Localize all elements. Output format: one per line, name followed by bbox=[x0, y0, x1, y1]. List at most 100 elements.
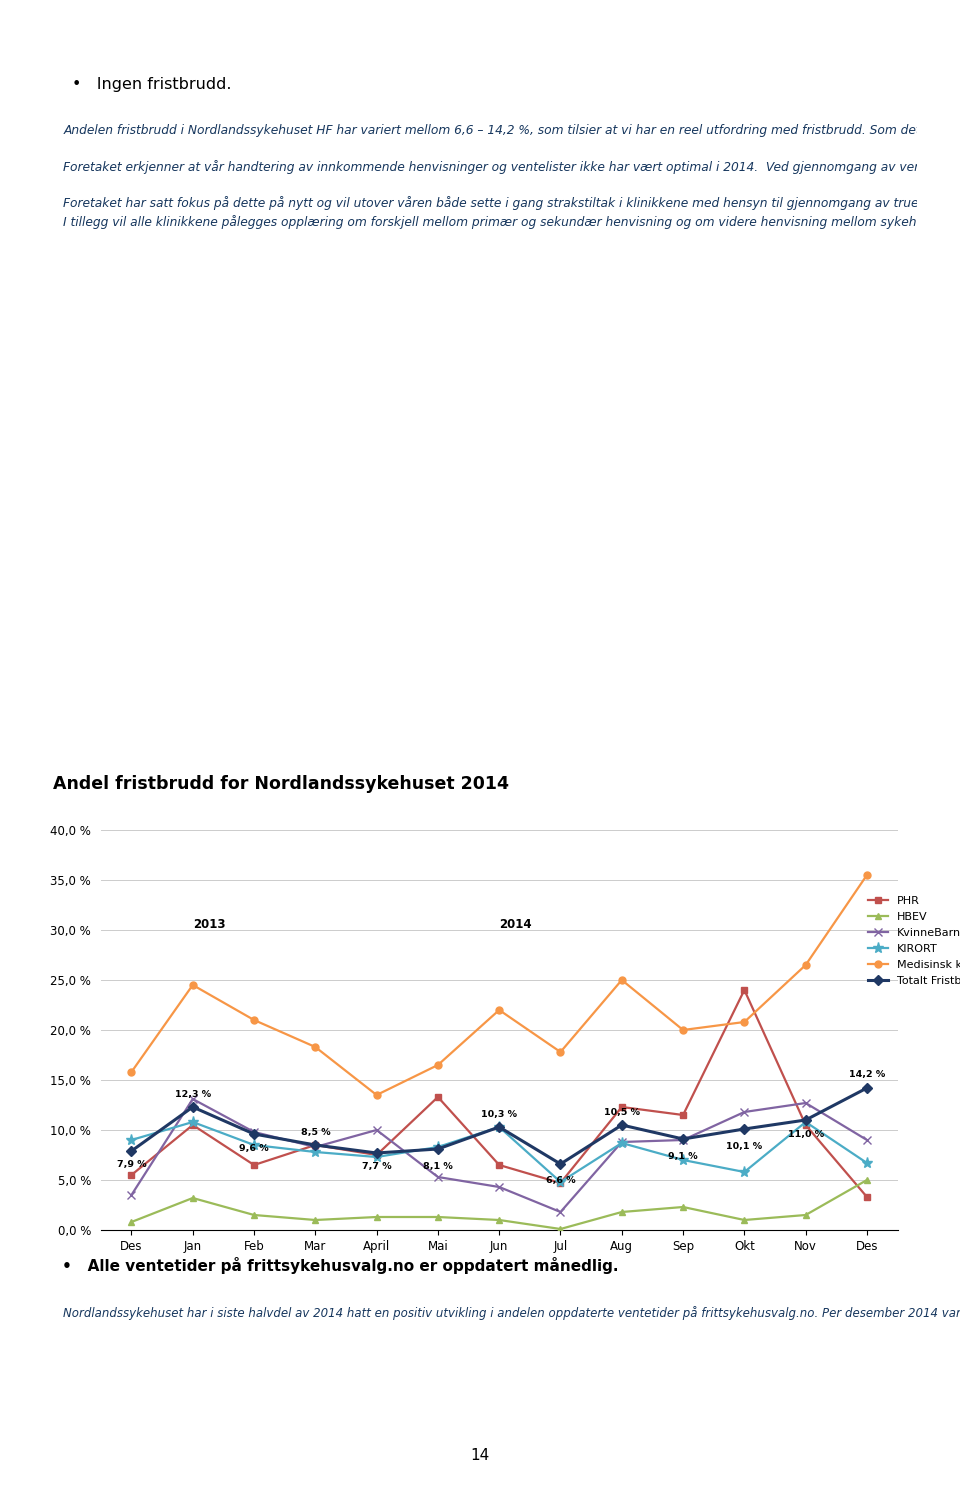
Medisinsk klinikk bbox=[249, 1011, 260, 1029]
Text: •   Ingen fristbrudd.: • Ingen fristbrudd. bbox=[72, 77, 231, 92]
Totalt Fristbrudd bbox=[678, 1130, 689, 1148]
Totalt Fristbrudd bbox=[371, 1143, 382, 1161]
Text: 10,5 %: 10,5 % bbox=[604, 1108, 639, 1117]
Text: Nordlandssykehuset har i siste halvdel av 2014 hatt en positiv utvikling i andel: Nordlandssykehuset har i siste halvdel a… bbox=[63, 1305, 960, 1320]
KIRORT bbox=[187, 1114, 199, 1132]
Text: 7,7 %: 7,7 % bbox=[362, 1163, 392, 1172]
KvinneBarn bbox=[861, 1132, 873, 1149]
KIRORT bbox=[800, 1114, 811, 1132]
KIRORT bbox=[738, 1163, 750, 1181]
HBEV bbox=[616, 1203, 628, 1221]
Text: Andel fristbrudd for Nordlandssykehuset 2014: Andel fristbrudd for Nordlandssykehuset … bbox=[53, 775, 509, 793]
Medisinsk klinikk bbox=[678, 1022, 689, 1040]
Medisinsk klinikk bbox=[861, 866, 873, 884]
Line: KvinneBarn: KvinneBarn bbox=[128, 1094, 871, 1216]
Legend: PHR, HBEV, KvinneBarn, KIRORT, Medisinsk klinikk, Totalt Fristbrudd: PHR, HBEV, KvinneBarn, KIRORT, Medisinsk… bbox=[863, 891, 960, 990]
PHR bbox=[800, 1117, 811, 1135]
KvinneBarn bbox=[432, 1169, 444, 1187]
KvinneBarn bbox=[309, 1138, 321, 1155]
KIRORT bbox=[371, 1148, 382, 1166]
PHR bbox=[187, 1117, 199, 1135]
Medisinsk klinikk bbox=[432, 1056, 444, 1074]
KIRORT bbox=[309, 1143, 321, 1161]
HBEV bbox=[249, 1206, 260, 1224]
Medisinsk klinikk bbox=[493, 1001, 505, 1019]
Medisinsk klinikk bbox=[126, 1063, 137, 1081]
PHR bbox=[493, 1157, 505, 1175]
PHR bbox=[432, 1089, 444, 1106]
HBEV bbox=[371, 1209, 382, 1227]
PHR bbox=[616, 1097, 628, 1115]
KvinneBarn bbox=[616, 1133, 628, 1151]
PHR bbox=[678, 1106, 689, 1124]
Text: 12,3 %: 12,3 % bbox=[175, 1090, 211, 1099]
Medisinsk klinikk bbox=[309, 1038, 321, 1056]
PHR bbox=[555, 1175, 566, 1192]
Medisinsk klinikk bbox=[371, 1086, 382, 1103]
KvinneBarn bbox=[555, 1203, 566, 1221]
Totalt Fristbrudd bbox=[861, 1080, 873, 1097]
Totalt Fristbrudd bbox=[493, 1118, 505, 1136]
KvinneBarn bbox=[738, 1103, 750, 1121]
KvinneBarn bbox=[187, 1090, 199, 1108]
HBEV bbox=[861, 1172, 873, 1189]
KIRORT bbox=[493, 1118, 505, 1136]
Line: HBEV: HBEV bbox=[128, 1176, 871, 1233]
Totalt Fristbrudd bbox=[616, 1117, 628, 1135]
Text: 2014: 2014 bbox=[499, 918, 532, 931]
KIRORT bbox=[616, 1135, 628, 1152]
Text: 11,0 %: 11,0 % bbox=[787, 1130, 824, 1139]
Medisinsk klinikk bbox=[187, 976, 199, 993]
Totalt Fristbrudd bbox=[432, 1140, 444, 1158]
PHR bbox=[249, 1157, 260, 1175]
Line: PHR: PHR bbox=[128, 986, 871, 1200]
KvinneBarn bbox=[493, 1178, 505, 1195]
KvinneBarn bbox=[249, 1123, 260, 1140]
Totalt Fristbrudd bbox=[187, 1097, 199, 1115]
KIRORT bbox=[555, 1173, 566, 1191]
HBEV bbox=[126, 1213, 137, 1231]
Text: 9,1 %: 9,1 % bbox=[668, 1151, 698, 1160]
HBEV bbox=[800, 1206, 811, 1224]
Text: 14,2 %: 14,2 % bbox=[849, 1071, 885, 1080]
Totalt Fristbrudd bbox=[309, 1136, 321, 1154]
Text: 7,9 %: 7,9 % bbox=[116, 1160, 146, 1170]
HBEV bbox=[309, 1212, 321, 1230]
HBEV bbox=[555, 1221, 566, 1238]
Line: Medisinsk klinikk: Medisinsk klinikk bbox=[128, 872, 871, 1099]
KIRORT bbox=[249, 1136, 260, 1154]
Line: KIRORT: KIRORT bbox=[126, 1117, 873, 1188]
HBEV bbox=[187, 1189, 199, 1207]
PHR bbox=[309, 1136, 321, 1154]
Text: 8,1 %: 8,1 % bbox=[423, 1161, 453, 1170]
Text: 6,6 %: 6,6 % bbox=[545, 1176, 575, 1185]
Totalt Fristbrudd bbox=[800, 1111, 811, 1129]
Totalt Fristbrudd bbox=[738, 1120, 750, 1138]
Totalt Fristbrudd bbox=[126, 1142, 137, 1160]
PHR bbox=[738, 982, 750, 999]
Text: 10,1 %: 10,1 % bbox=[727, 1142, 762, 1151]
HBEV bbox=[432, 1209, 444, 1227]
Medisinsk klinikk bbox=[555, 1042, 566, 1060]
Totalt Fristbrudd bbox=[249, 1126, 260, 1143]
KIRORT bbox=[432, 1138, 444, 1155]
KIRORT bbox=[678, 1151, 689, 1169]
KvinneBarn bbox=[371, 1121, 382, 1139]
Line: Totalt Fristbrudd: Totalt Fristbrudd bbox=[128, 1084, 871, 1167]
KvinneBarn bbox=[800, 1094, 811, 1112]
KIRORT bbox=[861, 1154, 873, 1172]
PHR bbox=[861, 1188, 873, 1206]
Text: Andelen fristbrudd i Nordlandssykehuset HF har variert mellom 6,6 – 14,2 %, som : Andelen fristbrudd i Nordlandssykehuset … bbox=[63, 123, 960, 229]
HBEV bbox=[493, 1212, 505, 1230]
Text: 8,5 %: 8,5 % bbox=[300, 1127, 330, 1136]
HBEV bbox=[678, 1198, 689, 1216]
Medisinsk klinikk bbox=[738, 1013, 750, 1031]
Text: •   Alle ventetider på frittsykehusvalg.no er oppdatert månedlig.: • Alle ventetider på frittsykehusvalg.no… bbox=[62, 1256, 619, 1274]
Text: 2013: 2013 bbox=[193, 918, 226, 931]
Medisinsk klinikk bbox=[800, 956, 811, 974]
Text: 10,3 %: 10,3 % bbox=[481, 1109, 517, 1118]
PHR bbox=[126, 1166, 137, 1184]
PHR bbox=[371, 1146, 382, 1164]
KvinneBarn bbox=[678, 1132, 689, 1149]
KIRORT bbox=[126, 1132, 137, 1149]
